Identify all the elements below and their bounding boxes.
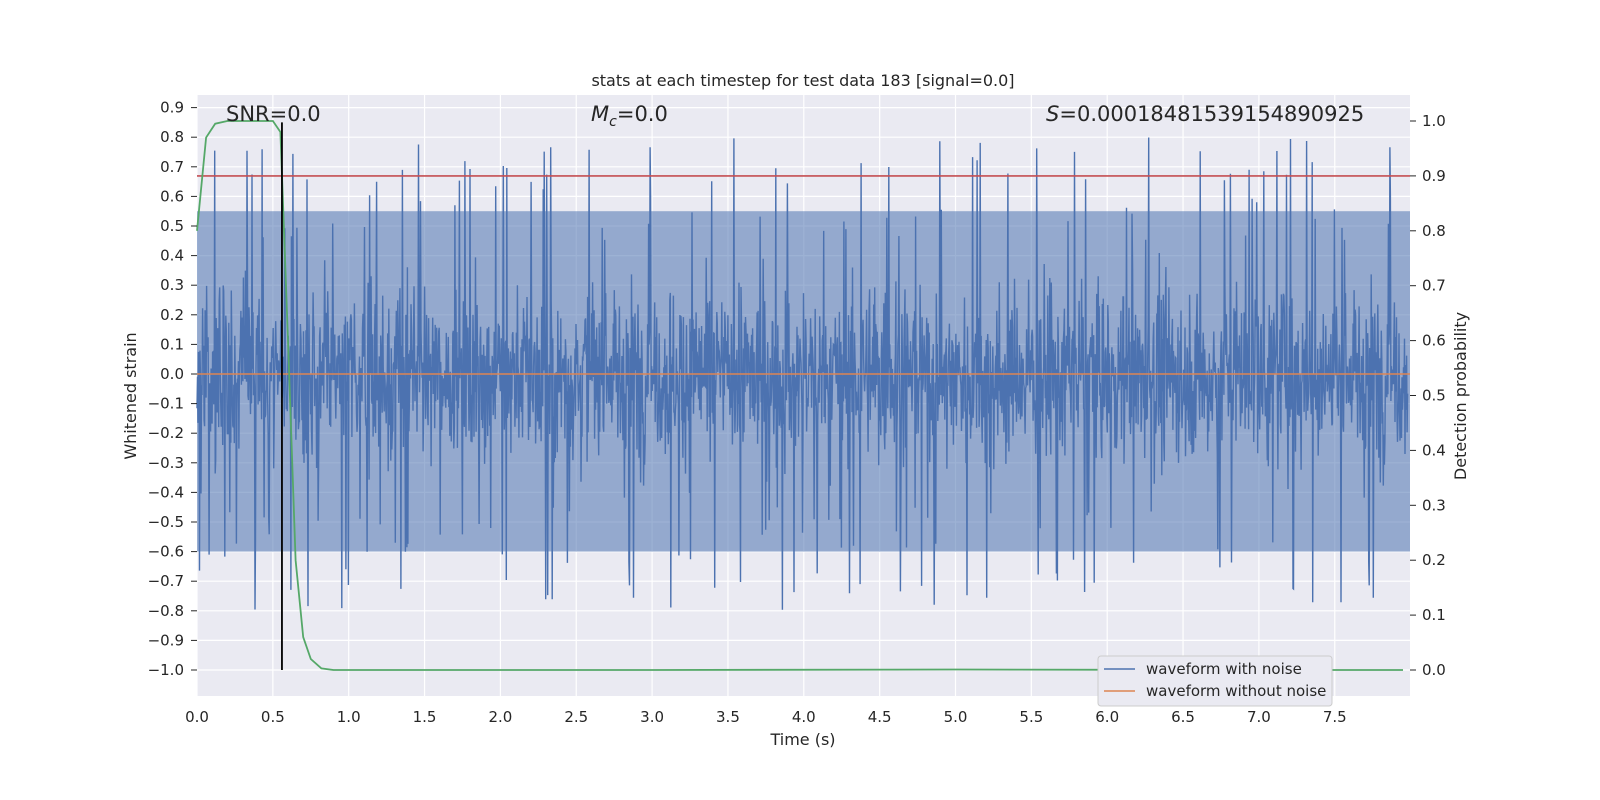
x-tick-label: 0.5 [261,708,285,726]
y-tick-label: −0.8 [148,602,184,620]
y2-tick-label: 0.8 [1422,222,1446,240]
chirp-mass-annotation: Mc=0.0 [591,102,668,130]
x-tick-label: 1.5 [413,708,437,726]
overlay-lines [196,120,1410,671]
y-tick-label: −1.0 [148,661,184,679]
axis-ticks: 0.0 0.5 1.0 1.5 2.0 2.5 3.0 3.5 4.0 4.5 5.0 5.5 6.0 6… [148,99,1446,726]
y-tick-label: −0.2 [148,424,184,442]
chirp-mass-value: 0.0 [634,102,667,126]
y2-tick-label: 0.5 [1422,387,1446,405]
y-tick-label: −0.5 [148,513,184,531]
y-tick-label: 0.5 [160,217,184,235]
chart-title: stats at each timestep for test data 183… [591,71,1014,90]
x-tick-label: 3.5 [716,708,740,726]
x-tick-label: 6.0 [1095,708,1119,726]
y2-tick-label: 0.2 [1422,551,1446,569]
y2-tick-label: 0.6 [1422,332,1446,350]
x-tick-label: 7.5 [1323,708,1347,726]
x-tick-label: 1.0 [337,708,361,726]
x-tick-label: 5.5 [1019,708,1043,726]
x-axis-label: Time (s) [769,730,835,749]
y-tick-label: −0.1 [148,395,184,413]
y-tick-label: 0.2 [160,306,184,324]
s-annotation: S=0.0001848153915489092​5 [1046,102,1364,126]
snr-annotation: SNR=0.0 [226,102,321,126]
y-tick-label: 0.1 [160,335,184,353]
x-tick-label: 2.5 [564,708,588,726]
y-tick-label: 0.6 [160,187,184,205]
y2-tick-label: 0.4 [1422,441,1446,459]
legend: waveform with noise waveform without noi… [1097,655,1333,707]
x-tick-label: 6.5 [1171,708,1195,726]
legend-label-clean: waveform without noise [1146,682,1326,700]
y-tick-label: 0.8 [160,128,184,146]
y2-tick-label: 0.1 [1422,606,1446,624]
y-tick-label: −0.4 [148,483,184,501]
x-tick-label: 7.0 [1247,708,1271,726]
x-tick-label: 2.0 [488,708,512,726]
y-tick-label: −0.7 [148,572,184,590]
x-tick-label: 4.5 [868,708,892,726]
y2-tick-label: 0.9 [1422,167,1446,185]
y-tick-label: −0.3 [148,454,184,472]
y2-tick-label: 0.7 [1422,277,1446,295]
legend-label-noise: waveform with noise [1146,660,1302,678]
y-tick-label: 0.7 [160,158,184,176]
y-tick-label: 0.3 [160,276,184,294]
y2-tick-label: 0.3 [1422,496,1446,514]
detection-probability-line [196,120,1403,671]
x-tick-label: 5.0 [944,708,968,726]
noise-core-band [197,211,1410,552]
y-tick-label: 0.0 [160,365,184,383]
legend-box [1097,655,1333,707]
y-tick-label: 0.4 [160,247,184,265]
s-value: 0.0001848153915489092​5 [1077,102,1364,126]
y-axis-label: Whitened strain [121,332,140,459]
y-tick-label: −0.6 [148,543,184,561]
y-tick-label: 0.9 [160,99,184,117]
y2-tick-label: 0.0 [1422,661,1446,679]
x-tick-label: 0.0 [185,708,209,726]
y-tick-label: −0.9 [148,631,184,649]
x-tick-label: 3.0 [640,708,664,726]
y2-tick-label: 1.0 [1422,112,1446,130]
y2-axis-label: Detection probability [1451,312,1470,480]
x-tick-label: 4.0 [792,708,816,726]
noisy-waveform-series [196,137,1410,610]
